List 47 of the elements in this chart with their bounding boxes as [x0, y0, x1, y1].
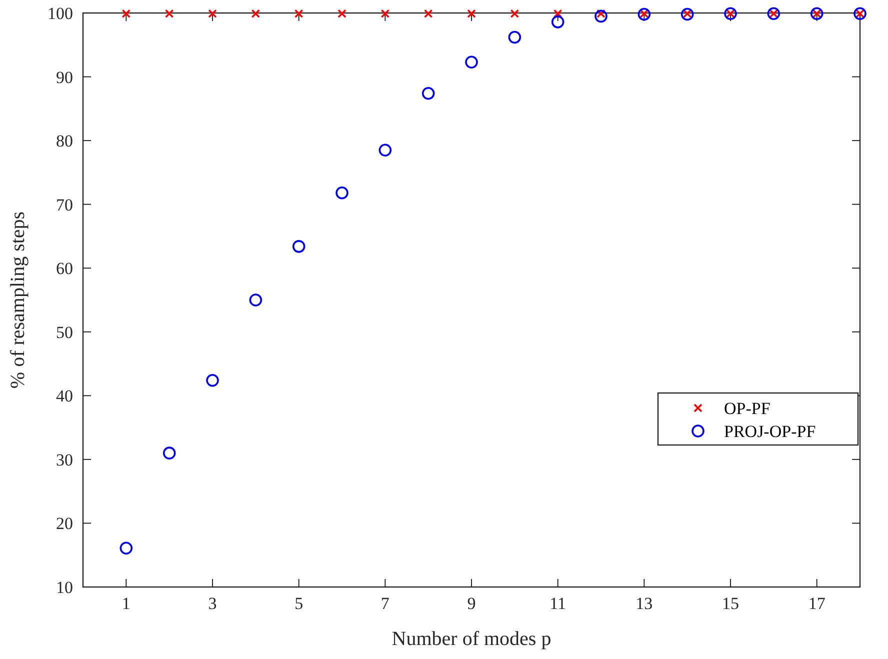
- y-axis-title: % of resampling steps: [7, 211, 29, 389]
- y-tick-label: 100: [48, 4, 73, 23]
- point: [294, 9, 304, 18]
- point: [465, 56, 478, 69]
- point: [680, 8, 694, 21]
- x-tick-label: 1: [122, 594, 130, 613]
- y-tick-label: 50: [56, 322, 73, 342]
- point: [638, 8, 651, 21]
- point: [424, 9, 433, 18]
- y-tick-label: 30: [56, 450, 73, 470]
- x-axis-title: Number of modes p: [392, 628, 552, 650]
- y-tick-label: 40: [56, 386, 73, 406]
- x-tick-label: 17: [808, 594, 826, 613]
- x-tick-label: 7: [380, 594, 390, 613]
- y-tick-label: 10: [56, 578, 73, 597]
- legend-label: PROJ-OP-PF: [724, 422, 816, 441]
- point: [122, 9, 131, 18]
- y-tick-label: 70: [56, 195, 73, 214]
- x-tick-label: 13: [636, 594, 653, 613]
- x-tick-label: 11: [550, 594, 566, 613]
- legend-label: OP-PF: [724, 399, 770, 418]
- point: [551, 16, 564, 28]
- point: [467, 9, 476, 18]
- point: [336, 186, 348, 200]
- point: [594, 10, 608, 23]
- y-tick-label: 80: [56, 132, 73, 151]
- point: [251, 9, 260, 18]
- point: [249, 294, 262, 306]
- point: [164, 9, 174, 18]
- x-tick-label: 5: [294, 594, 304, 613]
- point: [338, 9, 346, 18]
- point: [510, 9, 520, 18]
- y-tick-label: 20: [56, 514, 73, 534]
- y-tick-label: 90: [56, 68, 73, 87]
- x-tick-label: 3: [208, 594, 217, 613]
- point: [422, 86, 435, 100]
- y-tick-label: 60: [56, 259, 73, 278]
- x-tick-label: 9: [467, 594, 476, 613]
- point: [508, 30, 522, 44]
- point: [378, 144, 392, 157]
- point: [292, 240, 306, 253]
- x-tick-label: 15: [722, 594, 739, 613]
- point: [120, 542, 133, 554]
- point: [162, 446, 176, 460]
- point: [206, 374, 219, 387]
- point: [380, 9, 390, 18]
- point: [208, 9, 217, 18]
